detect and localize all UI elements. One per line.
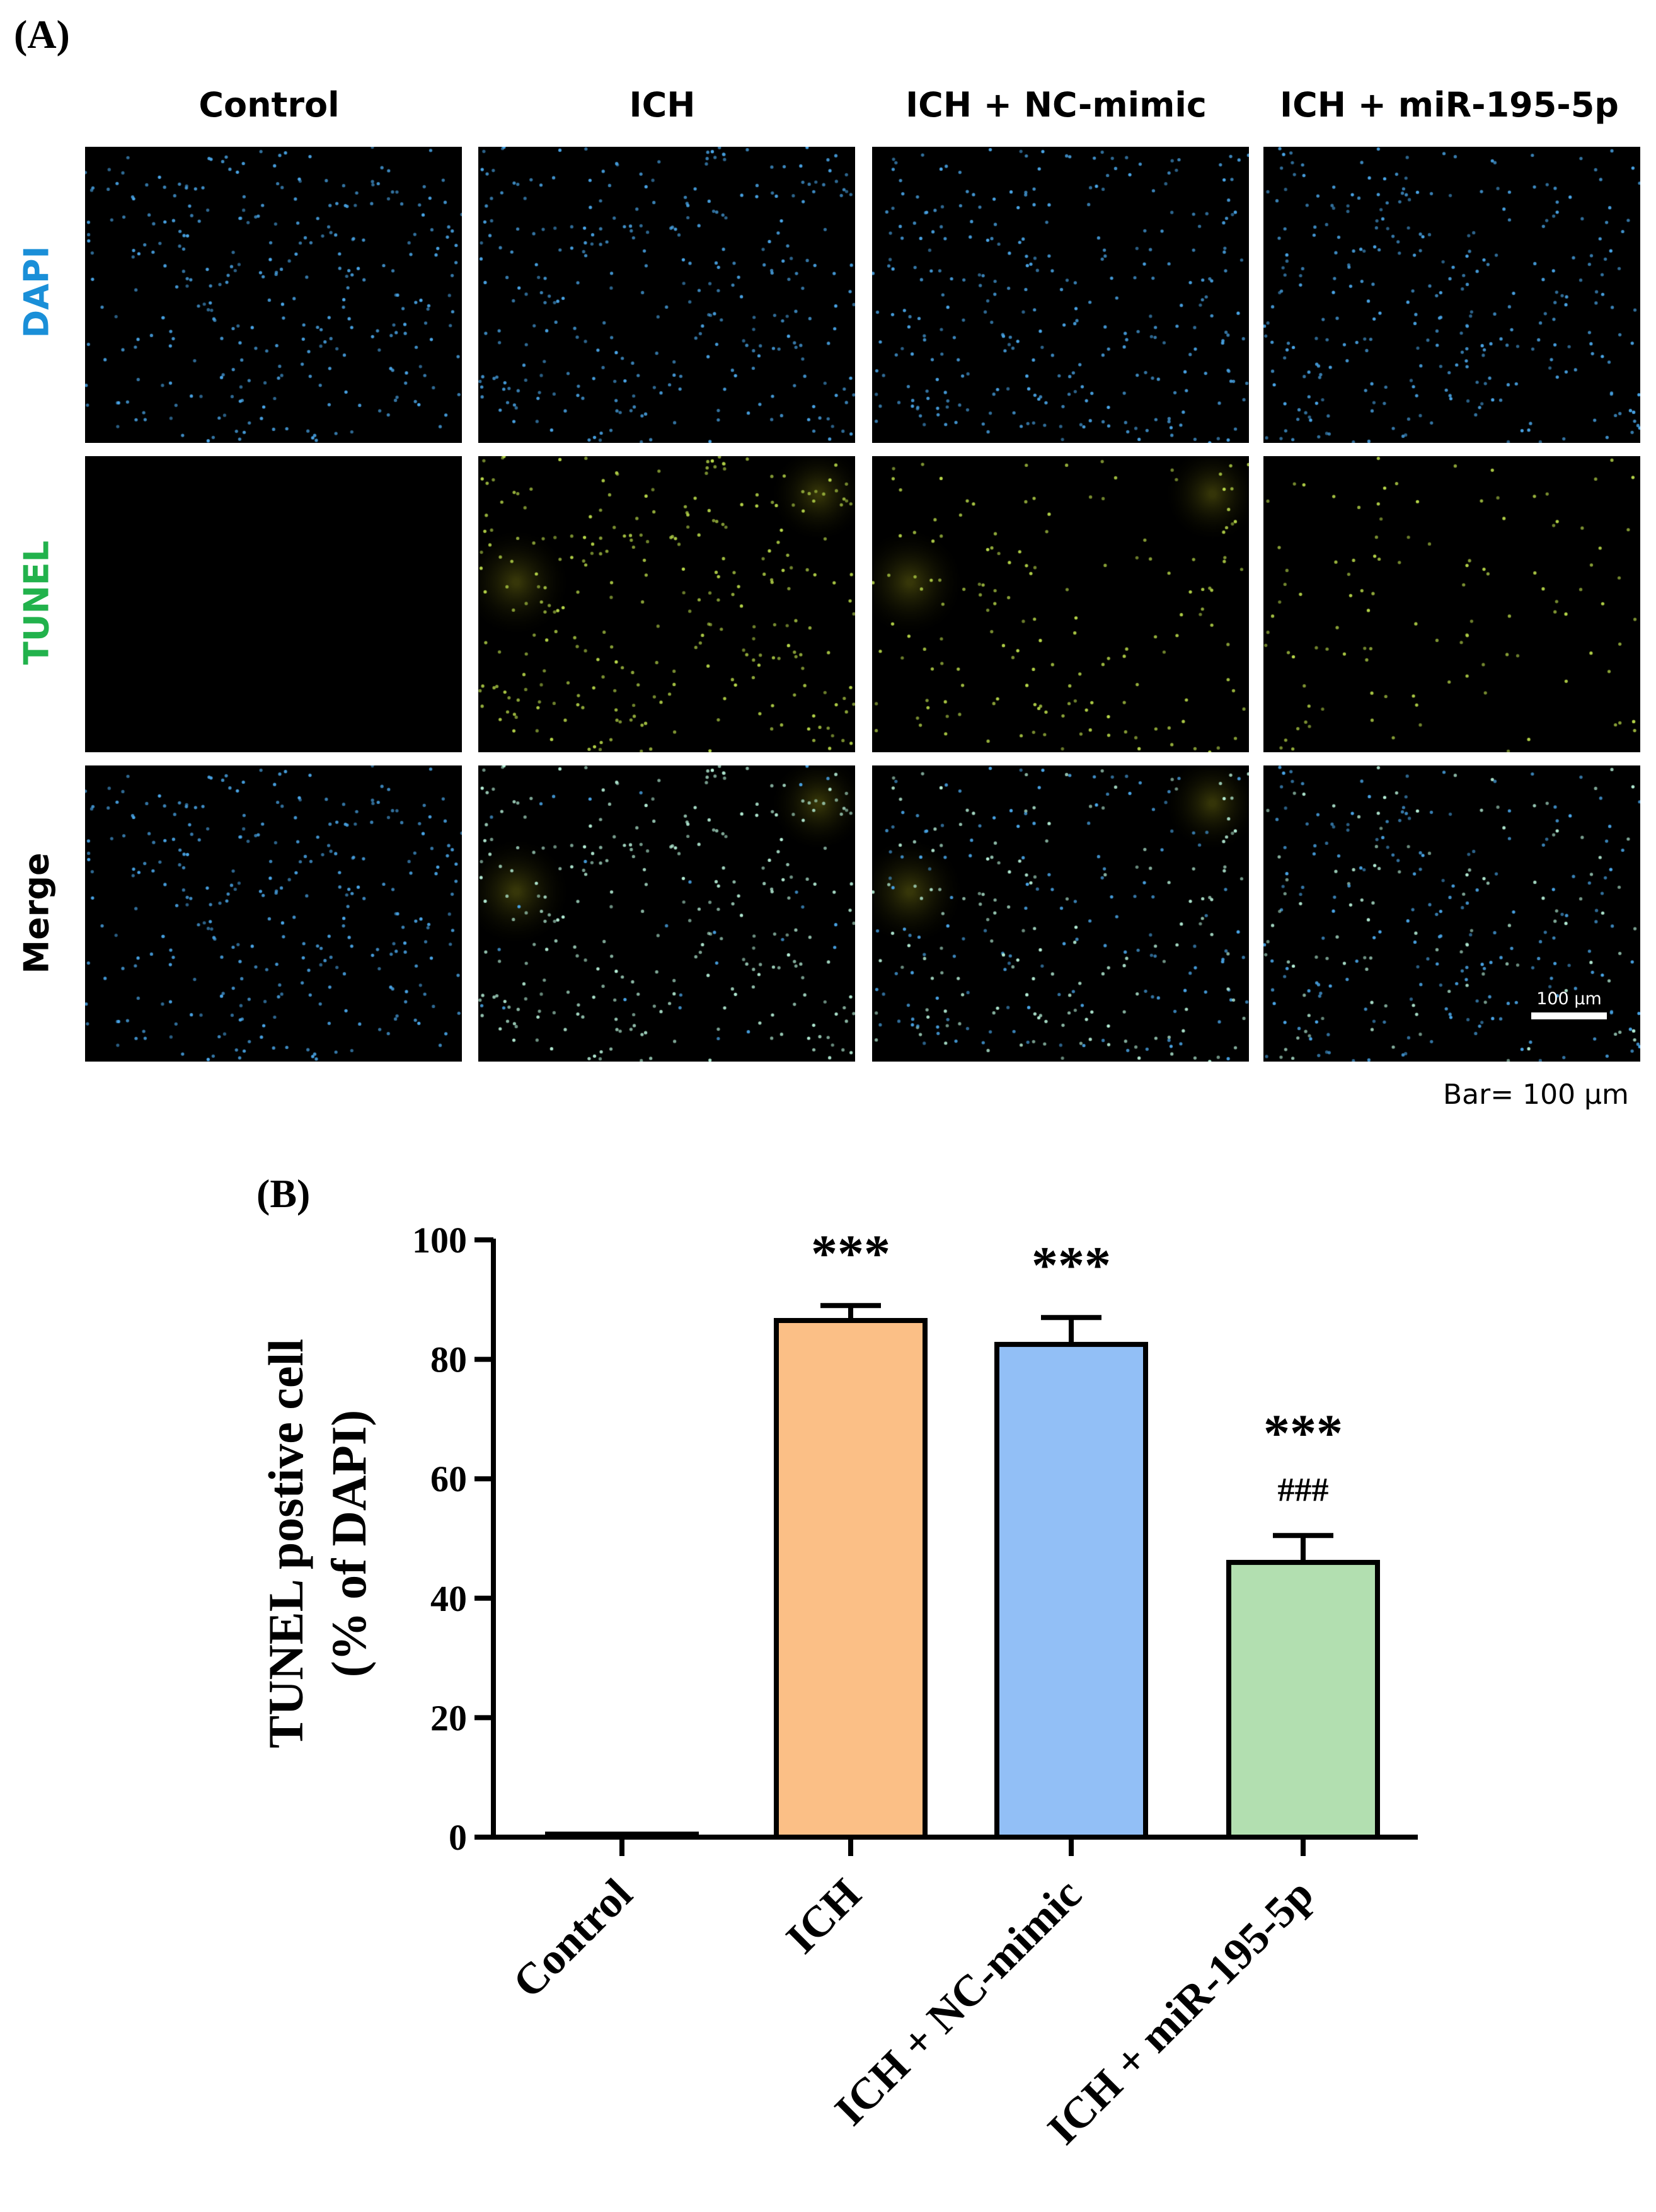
micrograph-merge-ich <box>478 765 855 1062</box>
bar-3 <box>994 1341 1148 1840</box>
micrograph-merge-control <box>85 765 462 1062</box>
micrograph-dapi-ich-nc-mimic <box>872 147 1249 443</box>
column-header-ich: ICH <box>629 85 696 125</box>
x-tick-label: ICH <box>777 1870 870 1963</box>
y-tick-label: 80 <box>430 1339 467 1380</box>
significance-marker-4-b: ### <box>1278 1470 1329 1508</box>
bar-2 <box>774 1317 928 1840</box>
micrograph-tunel-ich <box>478 456 855 752</box>
bar-1 <box>545 1831 699 1840</box>
micrograph-tunel-control <box>85 456 462 752</box>
micrograph-dapi-ich <box>478 147 855 443</box>
significance-marker-2: *** <box>811 1224 890 1283</box>
column-header-ich-mir: ICH + miR-195-5p <box>1280 85 1619 125</box>
y-tick-label: 60 <box>430 1458 467 1499</box>
y-tick-label: 20 <box>430 1697 467 1738</box>
micrograph-dapi-control <box>85 147 462 443</box>
scale-note: Bar= 100 µm <box>1443 1079 1629 1111</box>
micrograph-dapi-ich-mir-195-5p <box>1263 147 1640 443</box>
micrograph-tunel-ich-nc-mimic <box>872 456 1249 752</box>
y-axis-title-line2: (% of DAPI) <box>321 1410 376 1678</box>
micrograph-merge-ich-nc-mimic <box>872 765 1249 1062</box>
scale-bar-label: 100 µm <box>1536 989 1602 1009</box>
y-tick-label: 0 <box>449 1817 467 1858</box>
scale-bar-line <box>1531 1012 1607 1019</box>
significance-marker-4: *** <box>1263 1404 1343 1462</box>
y-tick-label: 40 <box>430 1578 467 1619</box>
panel-b-label: (B) <box>256 1171 311 1216</box>
y-tick-label: 100 <box>412 1220 467 1261</box>
panel-a-label: (A) <box>14 12 70 57</box>
bar-4 <box>1226 1559 1380 1840</box>
scale-bar: 100 µm <box>1531 989 1607 1022</box>
x-tick-label: ICH + NC-mimic <box>825 1870 1091 2135</box>
y-axis-title: TUNEL postive cell <box>258 1339 313 1748</box>
column-header-ich-nc-mimic: ICH + NC-mimic <box>906 85 1207 125</box>
micrograph-tunel-ich-mir-195-5p <box>1263 456 1640 752</box>
column-header-control: Control <box>198 85 340 125</box>
x-tick-label: Control <box>504 1870 642 2008</box>
micrograph-merge-ich-mir-195-5p <box>1263 765 1640 1062</box>
significance-marker-3: *** <box>1032 1236 1111 1295</box>
